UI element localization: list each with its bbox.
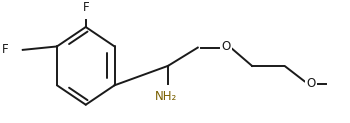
Text: F: F <box>83 1 89 14</box>
Text: F: F <box>2 43 9 56</box>
Text: NH₂: NH₂ <box>155 90 177 103</box>
Text: O: O <box>306 77 315 90</box>
Text: O: O <box>221 40 230 53</box>
